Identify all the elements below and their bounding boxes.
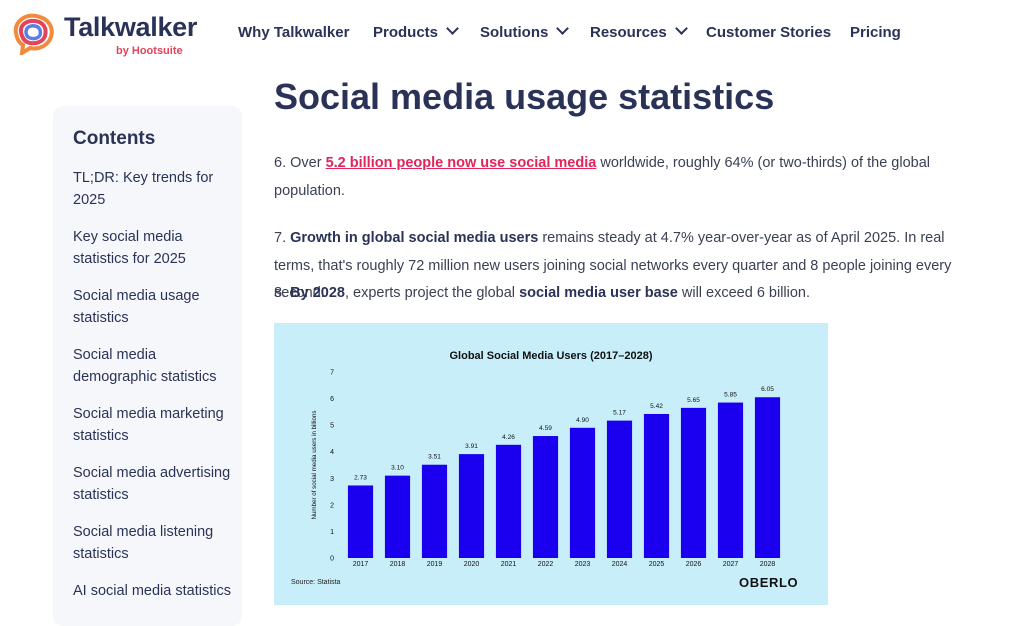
bar-2025: [643, 413, 670, 558]
y-axis-title: Number of social media users in billions: [311, 410, 318, 519]
chart-title: Global Social Media Users (2017–2028): [449, 350, 653, 362]
nav-label: Customer Stories: [706, 24, 832, 41]
paragraph-7: 7. Growth in global social media users r…: [274, 225, 974, 308]
bar-2021: [495, 444, 522, 558]
toc-item-key-statistics[interactable]: Key social media statistics for 2025: [73, 229, 186, 267]
paragraph-8: 8. By 2028, experts project the global s…: [274, 280, 974, 308]
p7-prefix: 7.: [274, 230, 291, 246]
data-label-2017: 2.73: [354, 474, 367, 481]
bar-2023: [569, 427, 596, 558]
nav-solutions[interactable]: Solutions: [480, 22, 570, 46]
social-media-users-chart: Global Social Media Users (2017–2028) 0 1…: [274, 323, 828, 605]
p6-prefix: 6. Over: [274, 155, 326, 171]
data-label-2020: 3.91: [465, 443, 478, 450]
bar-2028: [754, 397, 781, 558]
chevron-down-icon: [446, 22, 459, 35]
y-tick-label: 7: [330, 370, 334, 377]
data-label-2023: 4.90: [576, 417, 589, 424]
x-tick-label-2017: 2017: [353, 561, 369, 568]
nav-why-talkwalker[interactable]: Why Talkwalker: [238, 24, 349, 46]
chevron-down-icon: [674, 22, 688, 35]
x-tick-label-2024: 2024: [612, 561, 628, 568]
paragraph-6: 6. Over 5.2 billion people now use socia…: [274, 150, 974, 205]
y-tick-label: 1: [330, 529, 334, 536]
brand-name: Talkwalker: [64, 12, 198, 42]
contents-sidebar: Contents TL;DR: Key trends for 2025 Key …: [53, 106, 242, 626]
nav-pricing[interactable]: Pricing: [850, 24, 901, 46]
y-tick-label: 6: [330, 396, 334, 403]
nav-label: Why Talkwalker: [238, 24, 350, 41]
x-tick-label-2022: 2022: [538, 561, 554, 568]
data-label-2018: 3.10: [391, 465, 404, 472]
nav-customer-stories[interactable]: Customer Stories: [706, 24, 831, 46]
nav-label: Resources: [590, 24, 667, 41]
bar-2024: [606, 420, 633, 558]
p6-suffix: worldwide, roughly 64% (or two-thirds) o…: [274, 155, 930, 199]
toc-item-advertising-statistics[interactable]: Social media advertising statistics: [73, 465, 231, 503]
page-title: Social media usage statistics: [274, 76, 775, 117]
x-tick-label-2025: 2025: [649, 561, 665, 568]
p8-bold-2: social media user base: [519, 285, 678, 301]
social-media-users-link[interactable]: 5.2 billion people now use social media: [325, 155, 597, 171]
toc-item-tldr[interactable]: TL;DR: Key trends for 2025: [73, 170, 214, 208]
data-label-2028: 6.05: [761, 386, 774, 393]
y-tick-label: 3: [330, 476, 334, 483]
bar-2018: [384, 475, 411, 558]
nav-label: Pricing: [850, 24, 901, 41]
x-tick-label-2020: 2020: [464, 561, 480, 568]
data-label-2022: 4.59: [539, 425, 552, 432]
data-label-2026: 5.65: [687, 397, 700, 404]
chart-plot: 0 1 2 3 4 5 6 7 Number of social media users in …: [311, 370, 781, 568]
p8-mid: , experts project the global: [344, 285, 520, 301]
talkwalker-logo-icon: [13, 13, 54, 55]
bar-2020: [458, 454, 485, 558]
y-tick-label: 2: [330, 502, 334, 509]
p8-bold-1: By 2028: [290, 285, 345, 301]
bar-2026: [680, 407, 707, 558]
nav-label: Products: [373, 24, 439, 41]
site-header: Talkwalker by Hootsuite Why Talkwalker P…: [0, 0, 1024, 70]
data-label-2019: 3.51: [428, 454, 441, 461]
data-label-2021: 4.26: [502, 434, 515, 441]
toc-item-ai-statistics[interactable]: AI social media statistics: [73, 583, 231, 599]
oberlo-watermark: OBERLO: [739, 575, 799, 590]
y-tick-label: 0: [330, 556, 334, 563]
bar-2027: [717, 402, 744, 558]
bar-2017: [347, 485, 374, 558]
toc-item-marketing-statistics[interactable]: Social media marketing statistics: [73, 406, 224, 444]
bar-2022: [532, 436, 559, 558]
contents-title: Contents: [73, 128, 156, 149]
nav-resources[interactable]: Resources: [590, 22, 688, 46]
x-tick-label-2027: 2027: [723, 561, 739, 568]
data-label-2027: 5.85: [724, 392, 737, 399]
x-tick-label-2028: 2028: [760, 561, 776, 568]
p8-suffix: will exceed 6 billion.: [677, 285, 811, 301]
data-label-2024: 5.17: [613, 410, 626, 417]
x-tick-label-2021: 2021: [501, 561, 517, 568]
nav-label: Solutions: [480, 24, 549, 41]
y-tick-label: 4: [330, 449, 334, 456]
p7-suffix: remains steady at 4.7% year-over-year as…: [274, 230, 952, 301]
chart-source: Source: Statista: [291, 579, 341, 586]
p8-prefix: 8.: [274, 285, 291, 301]
nav-products[interactable]: Products: [373, 22, 459, 46]
talkwalker-logo[interactable]: Talkwalker by Hootsuite: [10, 9, 200, 59]
bar-2019: [421, 464, 448, 558]
data-label-2025: 5.42: [650, 403, 663, 410]
toc-item-demographic-statistics[interactable]: Social media demographic statistics: [73, 347, 217, 385]
x-tick-label-2023: 2023: [575, 561, 591, 568]
brand-subtitle: by Hootsuite: [116, 45, 183, 57]
x-tick-label-2018: 2018: [390, 561, 406, 568]
y-tick-label: 5: [330, 423, 334, 430]
x-tick-label-2019: 2019: [427, 561, 443, 568]
toc-item-listening-statistics[interactable]: Social media listening statistics: [73, 524, 214, 562]
toc-item-usage-statistics[interactable]: Social media usage statistics: [73, 288, 200, 326]
x-tick-label-2026: 2026: [686, 561, 702, 568]
chevron-down-icon: [556, 22, 570, 35]
p7-bold: Growth in global social media users: [290, 230, 539, 246]
